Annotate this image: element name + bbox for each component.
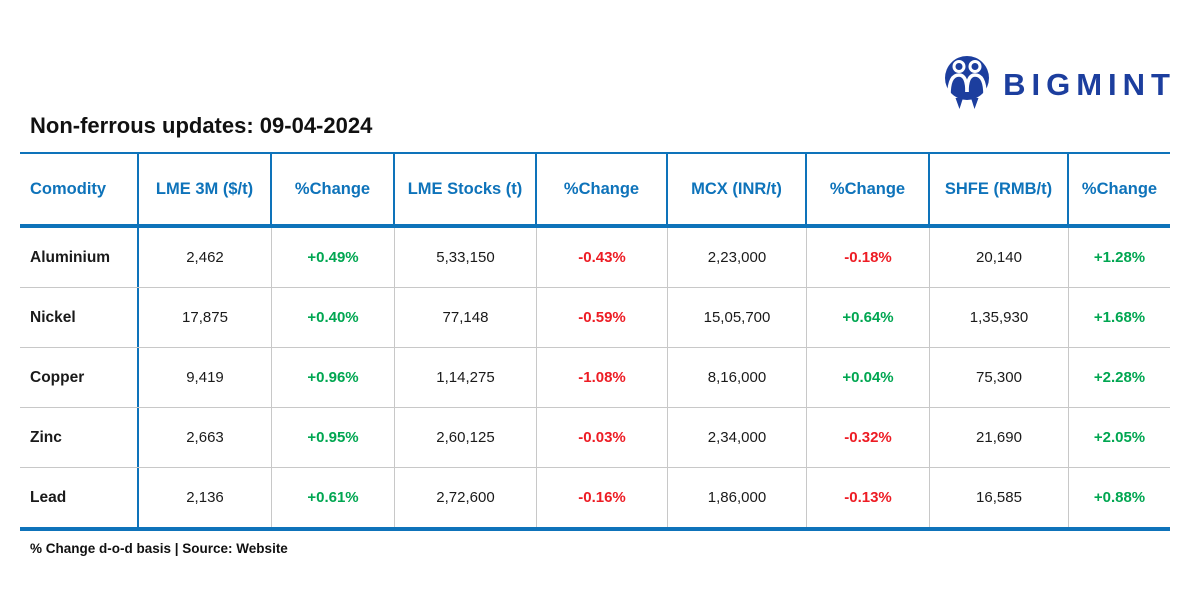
value-cell: 2,663: [139, 408, 272, 467]
percent-change-cell: +0.61%: [272, 468, 395, 527]
value-cell: 77,148: [395, 288, 537, 347]
commodity-cell: Zinc: [20, 408, 139, 467]
column-header: MCX (INR/t): [668, 154, 807, 224]
percent-change-cell: +0.96%: [272, 348, 395, 407]
value-cell: 2,462: [139, 228, 272, 287]
percent-change-cell: -0.13%: [807, 468, 930, 527]
value-cell: 9,419: [139, 348, 272, 407]
percent-change-cell: -0.59%: [537, 288, 668, 347]
value-cell: 1,35,930: [930, 288, 1069, 347]
value-cell: 15,05,700: [668, 288, 807, 347]
table-row: Aluminium 2,462 +0.49% 5,33,150 -0.43% 2,23,0…: [20, 228, 1170, 288]
percent-change-cell: +0.95%: [272, 408, 395, 467]
bigmint-logo-icon: [941, 54, 993, 115]
value-cell: 16,585: [930, 468, 1069, 527]
percent-change-cell: -0.32%: [807, 408, 930, 467]
commodity-cell: Lead: [20, 468, 139, 527]
table-row: Copper 9,419 +0.96% 1,14,275 -1.08% 8,16,000 +…: [20, 348, 1170, 408]
value-cell: 21,690: [930, 408, 1069, 467]
percent-change-cell: -1.08%: [537, 348, 668, 407]
value-cell: 1,86,000: [668, 468, 807, 527]
value-cell: 2,136: [139, 468, 272, 527]
percent-change-cell: +1.68%: [1093, 309, 1146, 326]
value-cell: 75,300: [930, 348, 1069, 407]
commodity-table: Comodity LME 3M ($/t) %Change LME Stocks (t…: [20, 152, 1170, 531]
percent-change-cell: +1.28%: [1093, 249, 1146, 266]
table-row: Lead 2,136 +0.61% 2,72,600 -0.16% 1,86,000 -0.…: [20, 468, 1170, 527]
bigmint-logo: BIGMINT: [941, 54, 1176, 115]
value-cell: 1,14,275: [395, 348, 537, 407]
percent-change-cell: +0.49%: [272, 228, 395, 287]
column-header: SHFE (RMB/t): [930, 154, 1069, 224]
percent-change-cell: -0.43%: [537, 228, 668, 287]
value-cell: 17,875: [139, 288, 272, 347]
value-cell: 2,34,000: [668, 408, 807, 467]
percent-change-cell: +2.05%: [1093, 429, 1146, 446]
commodity-cell: Copper: [20, 348, 139, 407]
column-header: LME 3M ($/t): [139, 154, 272, 224]
table-header-row: Comodity LME 3M ($/t) %Change LME Stocks (t…: [20, 152, 1170, 228]
column-header: %Change: [537, 154, 668, 224]
value-cell: 2,72,600: [395, 468, 537, 527]
percent-change-cell: +0.04%: [807, 348, 930, 407]
page-title: Non-ferrous updates: 09-04-2024: [30, 113, 373, 138]
percent-change-cell: +0.64%: [807, 288, 930, 347]
value-cell: 2,60,125: [395, 408, 537, 467]
value-cell: 5,33,150: [395, 228, 537, 287]
table-row: Zinc 2,663 +0.95% 2,60,125 -0.03% 2,34,000 -0.…: [20, 408, 1170, 468]
commodity-cell: Aluminium: [20, 228, 139, 287]
percent-change-cell: -0.18%: [807, 228, 930, 287]
brand-name: BIGMINT: [1003, 67, 1176, 102]
percent-change-cell: -0.16%: [537, 468, 668, 527]
percent-change-cell: +0.40%: [272, 288, 395, 347]
column-header: %Change: [1081, 179, 1158, 198]
value-cell: 8,16,000: [668, 348, 807, 407]
value-cell: 2,23,000: [668, 228, 807, 287]
column-header: %Change: [272, 154, 395, 224]
column-header: Comodity: [20, 154, 139, 224]
percent-change-cell: +2.28%: [1093, 369, 1146, 386]
column-header: %Change: [807, 154, 930, 224]
table-row: Nickel 17,875 +0.40% 77,148 -0.59% 15,05,700 +…: [20, 288, 1170, 348]
percent-change-cell: -0.03%: [537, 408, 668, 467]
commodity-cell: Nickel: [20, 288, 139, 347]
column-header: LME Stocks (t): [395, 154, 537, 224]
value-cell: 20,140: [930, 228, 1069, 287]
percent-change-cell: +0.88%: [1093, 489, 1146, 506]
table-body: Aluminium 2,462 +0.49% 5,33,150 -0.43% 2,23,0…: [20, 228, 1170, 531]
source-note: % Change d-o-d basis | Source: Website: [30, 541, 288, 556]
